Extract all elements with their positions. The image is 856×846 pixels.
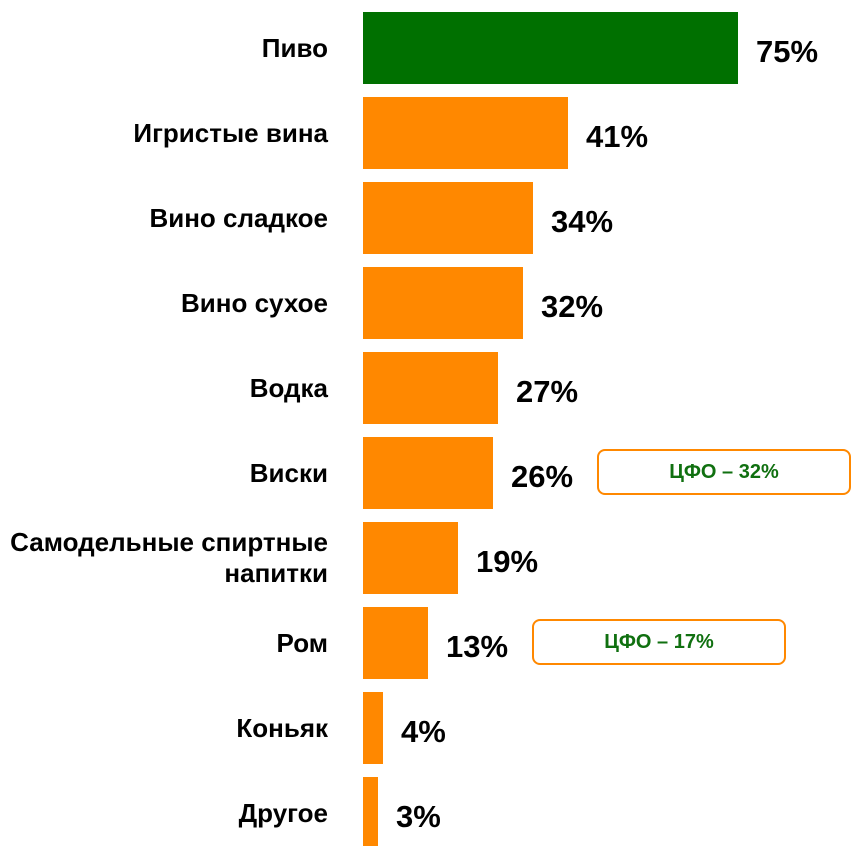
value-label: 41%: [586, 119, 649, 154]
category-label: Коньяк: [236, 712, 328, 743]
bar: [363, 437, 493, 509]
category-label: Игристые вина: [133, 117, 328, 148]
value-label: 27%: [516, 374, 579, 409]
value-label: 26%: [511, 459, 574, 494]
bar: [363, 352, 498, 424]
bar: [363, 97, 568, 169]
bar: [363, 267, 523, 339]
category-label: Самодельные спиртные напитки: [10, 527, 328, 588]
category-label: Вино сухое: [181, 287, 328, 318]
category-label: Ром: [276, 627, 328, 658]
value-label: 32%: [541, 289, 604, 324]
bar: [363, 182, 533, 254]
value-label: 13%: [446, 629, 509, 664]
bar: [363, 692, 383, 764]
category-label: Другое: [238, 797, 328, 828]
bar: [363, 12, 738, 84]
bar: [363, 522, 458, 594]
bar: [363, 777, 378, 846]
value-label: 75%: [756, 34, 819, 69]
annotation: ЦФО – 17%: [532, 619, 786, 665]
value-label: 34%: [551, 204, 614, 239]
bar: [363, 607, 428, 679]
annotation: ЦФО – 32%: [597, 449, 851, 495]
value-label: 4%: [401, 714, 446, 749]
value-label: 3%: [396, 799, 441, 834]
value-label: 19%: [476, 544, 539, 579]
category-label: Водка: [249, 372, 328, 403]
category-label: Пиво: [261, 32, 328, 63]
category-label: Виски: [249, 457, 328, 488]
category-label: Вино сладкое: [149, 202, 328, 233]
